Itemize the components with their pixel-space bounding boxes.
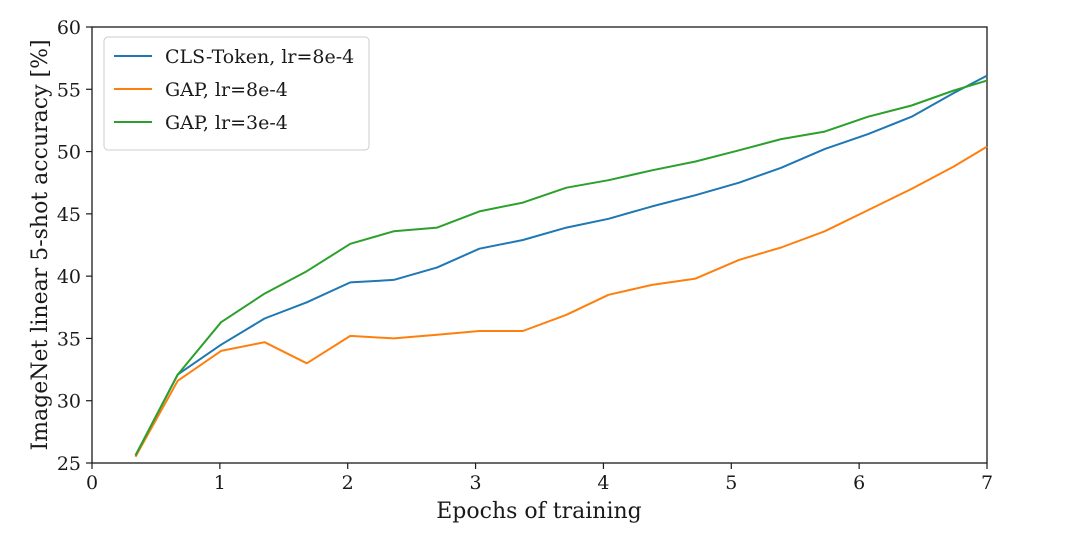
- y-tick-label: 60: [57, 17, 81, 39]
- y-tick-label: 30: [57, 391, 81, 413]
- y-tick-label: 40: [57, 266, 81, 288]
- x-tick-label: 7: [981, 472, 993, 494]
- x-tick-label: 6: [853, 472, 865, 494]
- series-layer: [134, 74, 988, 458]
- axes-frame: [91, 26, 988, 464]
- x-tick-label: 4: [597, 472, 609, 494]
- x-tick-label: 1: [214, 472, 226, 494]
- series-line-2: [134, 79, 988, 456]
- y-tick-label: 25: [57, 453, 81, 475]
- legend: CLS-Token, lr=8e-4 GAP, lr=8e-4 GAP, lr=3e…: [103, 36, 370, 151]
- y-axis-label: ImageNet linear 5-shot accuracy [%]: [28, 39, 53, 450]
- y-tick-label: 50: [57, 142, 81, 164]
- legend-entry-0: CLS-Token, lr=8e-4: [165, 46, 354, 68]
- y-tick-label: 35: [57, 328, 81, 350]
- x-tick-label: 0: [86, 472, 98, 494]
- x-axis-label: Epochs of training: [436, 499, 642, 524]
- x-tick-label: 3: [470, 472, 482, 494]
- series-line-0: [134, 74, 988, 456]
- x-tick-label: 5: [725, 472, 737, 494]
- legend-entry-1: GAP, lr=8e-4: [165, 79, 288, 101]
- legend-entry-2: GAP, lr=3e-4: [165, 112, 288, 134]
- series-line-1: [134, 145, 988, 458]
- y-tick-label: 55: [57, 79, 81, 101]
- y-tick-label: 45: [57, 204, 81, 226]
- plot-frame: [91, 26, 988, 464]
- x-tick-label: 2: [342, 472, 354, 494]
- legend-box: [103, 36, 370, 151]
